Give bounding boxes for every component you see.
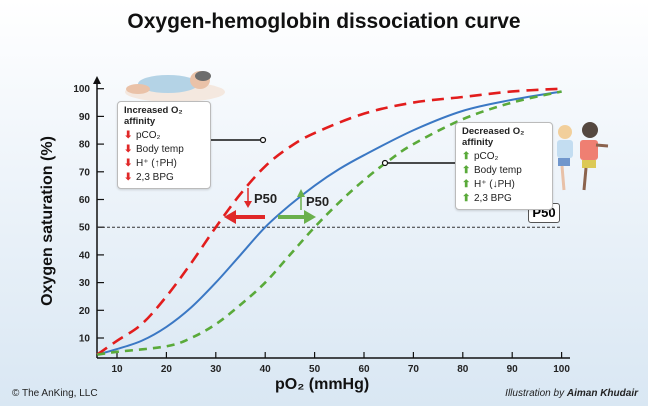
y-tick-label: 60	[79, 195, 91, 206]
x-tick-label: 20	[161, 364, 173, 375]
y-tick-label: 30	[79, 278, 91, 289]
up-arrow-icon: ⬆	[462, 165, 471, 176]
x-tick-label: 80	[457, 364, 469, 375]
x-axis-label: pO₂ (mmHg)	[275, 376, 370, 393]
list-item: ⬆ pCO₂	[462, 151, 499, 162]
x-tick-label: 10	[111, 364, 123, 375]
list-item: ⬆ 2,3 BPG	[462, 193, 512, 204]
copyright: © The AnKing, LLC	[12, 388, 98, 399]
p50-up-arrow-icon	[297, 189, 305, 210]
y-tick-label: 40	[79, 250, 91, 261]
list-item: ⬆ H⁺ (↓PH)	[462, 179, 515, 190]
up-arrow-icon: ⬆	[462, 179, 471, 190]
down-arrow-icon: ⬇	[124, 158, 133, 169]
list-item: ⬇ 2,3 BPG	[124, 172, 174, 183]
y-tick-label: 80	[79, 140, 91, 151]
p50-left-label: P50	[254, 191, 278, 206]
y-tick-label: 20	[79, 306, 91, 317]
up-arrow-icon: ⬆	[462, 193, 471, 204]
sleeping-person-illustration	[125, 71, 225, 102]
y-tick-label: 70	[79, 167, 91, 178]
x-tick-label: 50	[309, 364, 321, 375]
list-item: ⬇ H⁺ (↑PH)	[124, 158, 177, 169]
increased-affinity-box: Increased O₂ affinity ⬇ pCO₂ ⬇ Body temp ⬇…	[117, 101, 211, 189]
runners-illustration	[557, 122, 609, 191]
left-shift-curve	[96, 87, 562, 356]
right-shift-curve	[97, 90, 562, 356]
increased-affinity-title: Increased O₂ affinity	[124, 105, 183, 127]
list-item: ⬇ Body temp	[124, 144, 184, 155]
x-tick-label: 70	[408, 364, 420, 375]
p50-right-label: P50	[306, 194, 330, 209]
decreased-affinity-title: Decreased O₂ affinity	[462, 126, 525, 148]
increased-affinity-connector	[210, 136, 267, 144]
x-tick-label: 90	[507, 364, 519, 375]
y-tick-label: 90	[79, 112, 91, 123]
right-shift-arrow	[278, 210, 316, 224]
x-tick-label: 60	[358, 364, 370, 375]
normal-curve	[96, 90, 562, 356]
x-tick-label: 100	[553, 364, 570, 375]
down-arrow-icon: ⬇	[124, 172, 133, 183]
illustration-credit: Illustration by Aiman Khudair	[505, 388, 638, 399]
x-tick-label: 40	[260, 364, 272, 375]
left-shift-arrow	[224, 210, 265, 224]
down-arrow-icon: ⬇	[124, 144, 133, 155]
y-tick-label: 100	[73, 84, 90, 95]
down-arrow-icon: ⬇	[124, 130, 133, 141]
y-tick-label: 10	[79, 334, 91, 345]
decreased-affinity-box: Decreased O₂ affinity ⬆ pCO₂ ⬆ Body temp ⬆…	[455, 122, 553, 210]
y-axis-arrow	[93, 76, 101, 84]
list-item: ⬇ pCO₂	[124, 130, 161, 141]
x-tick-label: 30	[210, 364, 222, 375]
chart-title: Oxygen-hemoglobin dissociation curve	[127, 10, 521, 33]
p50-down-arrow-icon	[244, 188, 252, 208]
list-item: ⬆ Body temp	[462, 165, 522, 176]
up-arrow-icon: ⬆	[462, 151, 471, 162]
y-tick-label: 50	[79, 223, 91, 234]
decreased-affinity-connector	[381, 159, 455, 167]
